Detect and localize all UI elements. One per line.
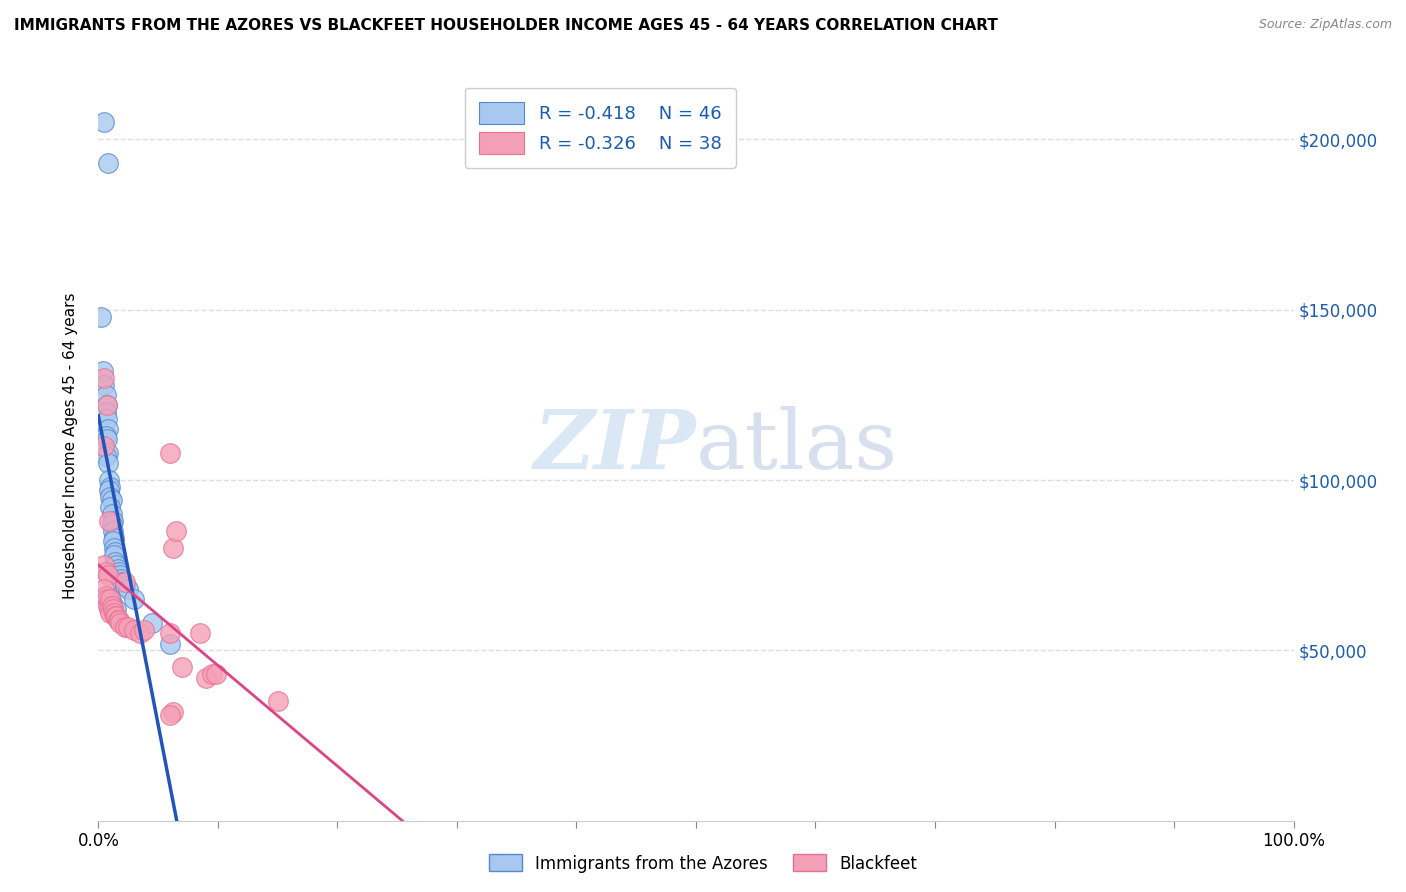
- Point: [165, 524, 187, 538]
- Point: [98, 592, 122, 607]
- Text: ZIP: ZIP: [533, 406, 696, 486]
- Point: [107, 565, 129, 579]
- Point: [101, 602, 124, 616]
- Text: atlas: atlas: [696, 406, 898, 486]
- Point: [98, 592, 122, 607]
- Point: [101, 534, 124, 549]
- Point: [93, 582, 115, 596]
- Point: [107, 613, 129, 627]
- Point: [96, 398, 118, 412]
- Point: [97, 599, 120, 613]
- Point: [93, 115, 115, 129]
- Point: [94, 589, 117, 603]
- Point: [101, 524, 124, 538]
- Point: [107, 561, 129, 575]
- Point: [108, 568, 131, 582]
- Point: [114, 579, 136, 593]
- Point: [132, 623, 155, 637]
- Point: [97, 446, 120, 460]
- Point: [96, 411, 118, 425]
- Point: [98, 490, 122, 504]
- Point: [100, 599, 122, 613]
- Point: [96, 398, 118, 412]
- Point: [105, 602, 128, 616]
- Point: [124, 592, 146, 607]
- Point: [104, 609, 127, 624]
- Point: [104, 555, 127, 569]
- Point: [98, 606, 122, 620]
- Point: [103, 606, 125, 620]
- Point: [108, 616, 131, 631]
- Point: [100, 493, 122, 508]
- Point: [93, 377, 115, 392]
- Legend: Immigrants from the Azores, Blackfeet: Immigrants from the Azores, Blackfeet: [482, 847, 924, 880]
- Point: [91, 364, 114, 378]
- Point: [96, 432, 118, 446]
- Point: [100, 517, 122, 532]
- Point: [103, 531, 125, 545]
- Point: [267, 694, 290, 708]
- Point: [104, 544, 127, 558]
- Point: [105, 558, 128, 573]
- Point: [204, 667, 226, 681]
- Point: [114, 619, 136, 633]
- Point: [97, 568, 120, 582]
- Point: [101, 599, 124, 613]
- Point: [172, 660, 194, 674]
- Point: [110, 572, 132, 586]
- Point: [162, 705, 184, 719]
- Point: [94, 388, 117, 402]
- Point: [98, 602, 121, 616]
- Point: [97, 422, 120, 436]
- Point: [93, 558, 115, 573]
- Point: [90, 310, 112, 324]
- Point: [195, 671, 218, 685]
- Point: [100, 507, 122, 521]
- Point: [94, 565, 117, 579]
- Point: [117, 582, 139, 596]
- Point: [159, 636, 181, 650]
- Point: [98, 514, 121, 528]
- Point: [141, 616, 163, 631]
- Text: IMMIGRANTS FROM THE AZORES VS BLACKFEET HOUSEHOLDER INCOME AGES 45 - 64 YEARS CO: IMMIGRANTS FROM THE AZORES VS BLACKFEET …: [14, 18, 998, 33]
- Point: [159, 708, 181, 723]
- Point: [103, 548, 125, 562]
- Point: [98, 473, 121, 487]
- Point: [124, 623, 146, 637]
- Text: Source: ZipAtlas.com: Source: ZipAtlas.com: [1258, 18, 1392, 31]
- Y-axis label: Householder Income Ages 45 - 64 years: Householder Income Ages 45 - 64 years: [63, 293, 77, 599]
- Point: [129, 626, 152, 640]
- Point: [114, 575, 136, 590]
- Point: [97, 156, 120, 170]
- Point: [101, 514, 124, 528]
- Point: [105, 609, 128, 624]
- Point: [96, 592, 118, 607]
- Point: [100, 596, 122, 610]
- Point: [107, 613, 129, 627]
- Point: [117, 619, 139, 633]
- Point: [111, 575, 134, 590]
- Point: [94, 449, 117, 463]
- Point: [98, 483, 121, 498]
- Point: [159, 626, 181, 640]
- Point: [98, 480, 122, 494]
- Legend: R = -0.418    N = 46, R = -0.326    N = 38: R = -0.418 N = 46, R = -0.326 N = 38: [465, 88, 735, 168]
- Point: [162, 541, 184, 556]
- Point: [159, 446, 181, 460]
- Point: [93, 439, 115, 453]
- Point: [93, 371, 115, 385]
- Point: [201, 667, 224, 681]
- Point: [98, 500, 122, 515]
- Point: [188, 626, 211, 640]
- Point: [94, 429, 117, 443]
- Point: [97, 456, 120, 470]
- Point: [103, 541, 125, 556]
- Point: [94, 405, 117, 419]
